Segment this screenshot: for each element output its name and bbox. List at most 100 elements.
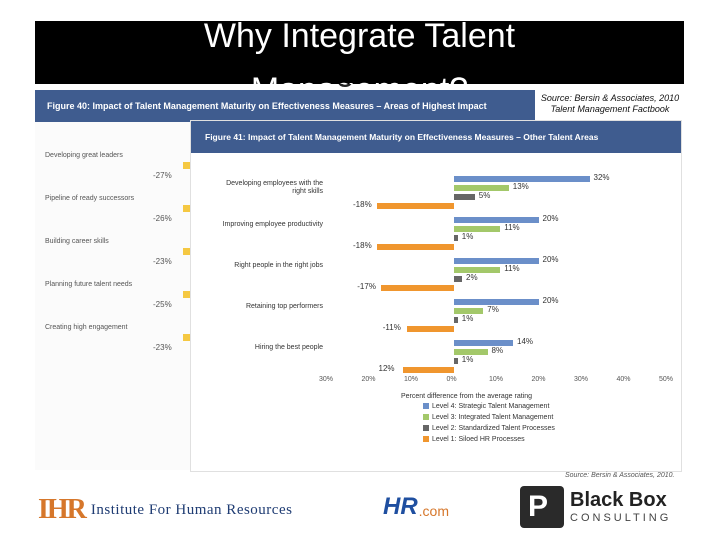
hrcom-logo-mark: HR xyxy=(383,493,418,520)
bar-level4 xyxy=(453,217,539,223)
legend-item: Level 3: Integrated Talent Management xyxy=(423,414,553,421)
value-label: 12% xyxy=(378,364,395,373)
x-tick-label: 30% xyxy=(574,376,589,383)
value-label: 20% xyxy=(542,214,559,223)
value-label: 5% xyxy=(478,191,491,200)
fig40-bar xyxy=(183,205,193,212)
bar-level3 xyxy=(453,349,488,355)
value-label: 20% xyxy=(542,255,559,264)
fig40-category-label: Building career skills xyxy=(45,238,109,245)
x-tick-label: 10% xyxy=(489,376,504,383)
category-label: Improving employee productivity xyxy=(222,221,323,228)
legend-label: Level 1: Siloed HR Processes xyxy=(432,436,525,443)
slide-title-overflow-text: Management? xyxy=(35,84,684,96)
figure-41-title: Figure 41: Impact of Talent Management M… xyxy=(205,132,599,142)
slide-title-line1: Why Integrate Talent xyxy=(203,21,516,55)
value-label: 1% xyxy=(461,314,474,323)
legend-swatch xyxy=(423,403,429,410)
fig40-bar xyxy=(183,291,193,298)
fig40-bar xyxy=(183,162,193,169)
x-tick-label: 0% xyxy=(446,376,457,383)
slide-title-bar: Why Integrate Talent Management? xyxy=(35,21,684,84)
hrcom-logo-domain: .com xyxy=(418,503,450,519)
value-label: 1% xyxy=(461,355,474,364)
value-label: -11% xyxy=(382,323,401,332)
fig40-value-label: -27% xyxy=(153,171,172,180)
figure-40-header: Figure 40: Impact of Talent Management M… xyxy=(35,90,535,122)
x-tick-label: 20% xyxy=(531,376,546,383)
x-tick-label: 50% xyxy=(659,376,674,383)
bar-level1 xyxy=(406,326,454,332)
bar-level2 xyxy=(453,276,462,282)
legend-swatch xyxy=(423,436,429,443)
fig40-category-label: Pipeline of ready successors xyxy=(45,195,135,202)
bar-level2 xyxy=(453,235,458,241)
category-label: Retaining top performers xyxy=(245,303,323,310)
source-citation-top: Source: Bersin & Associates, 2010 Talent… xyxy=(540,93,680,114)
value-label: 11% xyxy=(504,264,520,273)
fig40-bar xyxy=(183,248,193,255)
x-axis-title: Percent difference from the average rati… xyxy=(401,393,533,400)
value-label: 8% xyxy=(491,346,504,355)
fig40-bar xyxy=(183,334,193,341)
value-label: 20% xyxy=(542,296,559,305)
value-label: 14% xyxy=(517,337,534,346)
value-label: 7% xyxy=(487,305,499,314)
bar-level2 xyxy=(453,317,458,323)
bar-level3 xyxy=(453,185,509,191)
hrcom-logo: HR .com xyxy=(383,493,449,521)
legend-label: Level 2: Standardized Talent Processes xyxy=(432,425,555,432)
fig40-value-label: -23% xyxy=(153,343,172,352)
bar-level1 xyxy=(381,285,454,291)
value-label: -17% xyxy=(357,282,376,291)
ihr-logo: IHR Institute For Human Resources xyxy=(38,490,292,530)
ihr-logo-mark: IHR xyxy=(38,494,87,525)
fig40-value-label: -25% xyxy=(153,300,172,309)
value-label: -18% xyxy=(353,200,372,209)
bar-level4 xyxy=(453,299,539,305)
figure-40-title: Figure 40: Impact of Talent Management M… xyxy=(47,101,487,111)
legend-label: Level 3: Integrated Talent Management xyxy=(432,414,554,421)
fig40-value-label: -23% xyxy=(153,257,172,266)
figure-41-panel: Figure 41: Impact of Talent Management M… xyxy=(190,120,682,472)
source-citation-bottom: Source: Bersin & Associates, 2010. xyxy=(565,472,675,479)
category-label: Hiring the best people xyxy=(254,344,323,351)
bar-level2 xyxy=(453,358,458,364)
bar-level1 xyxy=(377,244,454,250)
bar-level4 xyxy=(453,340,513,346)
value-label: 13% xyxy=(512,182,529,191)
value-label: 32% xyxy=(593,173,610,182)
category-label: Right people in the right jobs xyxy=(234,262,323,269)
black-box-icon: P xyxy=(520,486,564,528)
bar-level4 xyxy=(453,258,539,264)
value-label: -18% xyxy=(353,241,372,250)
category-label: Developing employees with the right skil… xyxy=(226,180,323,195)
legend-swatch xyxy=(423,425,429,432)
bar-level3 xyxy=(453,226,501,232)
legend-item: Level 1: Siloed HR Processes xyxy=(423,436,525,443)
legend-item: Level 2: Standardized Talent Processes xyxy=(423,425,555,432)
ihr-logo-text: Institute For Human Resources xyxy=(90,501,293,518)
black-box-consulting-logo: P Black Box CONSULTING xyxy=(520,486,671,528)
value-label: 1% xyxy=(461,232,474,241)
legend-label: Level 4: Strategic Talent Management xyxy=(432,403,550,410)
slide-title-line2: Management? xyxy=(35,63,684,84)
figure-41-header: Figure 41: Impact of Talent Management M… xyxy=(191,121,681,153)
fig40-category-label: Planning future talent needs xyxy=(45,281,133,288)
x-tick-label: 40% xyxy=(616,376,631,383)
fig40-category-label: Creating high engagement xyxy=(45,324,128,331)
bar-level2 xyxy=(453,194,475,200)
bar-level3 xyxy=(453,267,501,273)
bar-level3 xyxy=(453,308,484,314)
legend-swatch xyxy=(423,414,429,421)
x-tick-label: 30% xyxy=(319,376,334,383)
fig40-value-label: -26% xyxy=(153,214,172,223)
x-tick-label: 20% xyxy=(361,376,376,383)
bar-level1 xyxy=(402,367,454,373)
slide-title-overflow: Management? xyxy=(35,84,684,104)
bbc-logo-line2: CONSULTING xyxy=(570,512,672,524)
legend-item: Level 4: Strategic Talent Management xyxy=(423,403,549,410)
value-label: 2% xyxy=(466,273,478,282)
fig40-category-label: Developing great leaders xyxy=(45,152,123,159)
bar-level1 xyxy=(377,203,454,209)
